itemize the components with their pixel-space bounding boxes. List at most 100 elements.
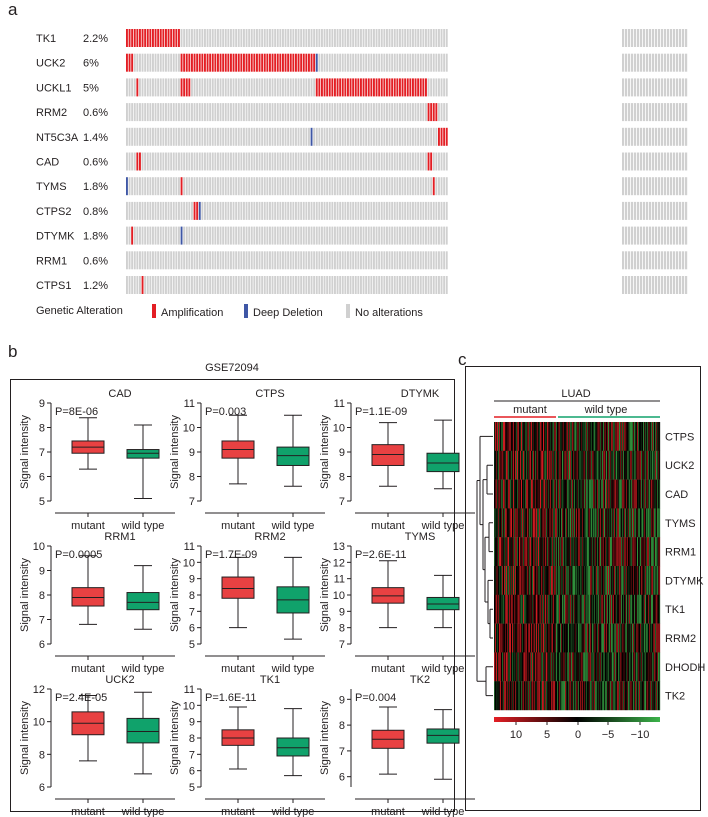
heat-cell [519,652,521,682]
heat-cell [617,652,619,682]
heat-cell [513,566,515,595]
heat-cell [539,508,541,538]
heat-cell [502,537,504,567]
oncoprint-cell [404,78,407,97]
heat-cell [504,422,506,451]
heat-cell [551,623,553,653]
oncoprint-cell [131,53,134,72]
oncoprint-cell [628,53,631,72]
oncoprint-cell [321,152,323,171]
heat-cell [508,566,510,595]
heat-cell [624,566,626,595]
heat-cell [538,652,540,682]
heat-cell [560,566,562,595]
heat-cell [615,594,617,624]
oncoprint-cell [219,29,222,47]
oncoprint-cell [339,29,342,47]
heat-cell [532,450,534,480]
heat-cell [625,508,627,538]
oncoprint-cell [419,226,422,245]
heat-cell [500,623,502,653]
heat-cell [586,681,588,711]
oncoprint-cell [279,127,282,146]
oncoprint-cell [222,276,225,294]
heat-cell [553,508,555,538]
oncoprint-cell [655,226,658,245]
heat-cell [576,508,578,538]
oncoprint-cell [331,53,334,72]
oncoprint-cell [256,276,258,294]
heat-cell [577,537,579,567]
oncoprint-cell [172,276,175,294]
heat-cell [538,623,540,653]
oncoprint-cell [365,103,368,122]
oncoprint-cell [157,53,160,72]
heat-cell [520,508,522,538]
heat-cell [548,479,550,509]
oncoprint-cell [276,251,279,270]
heat-cell [569,566,571,595]
heat-cell [546,479,548,509]
oncoprint-cell [188,201,191,220]
heat-cell [582,508,584,538]
heat-cell [536,508,538,538]
oncoprint-cell [175,103,178,122]
heat-cell [650,422,652,451]
heat-cell [534,681,536,711]
heat-cell [593,652,595,682]
oncoprint-cell [417,127,420,146]
oncoprint-cell [430,127,433,146]
heat-cell [578,681,580,711]
heat-cell [617,508,619,538]
y-tick-label: 6 [189,623,195,635]
oncoprint-cell [232,127,235,146]
oncoprint-cell [347,276,349,294]
heat-cell [556,681,558,711]
heat-cell [587,537,589,567]
heat-cell [544,652,546,682]
oncoprint-cell [628,251,631,270]
heat-cell [523,594,525,624]
oncoprint-cell [393,251,396,270]
oncoprint-cell [253,276,256,294]
oncoprint-cell [386,276,388,294]
oncoprint-cell [344,53,347,72]
oncoprint-cell [269,53,271,72]
heat-cell [523,623,525,653]
heat-cell [577,508,579,538]
heat-cell [503,479,505,509]
oncoprint-cell [295,201,297,220]
oncoprint-cell [318,152,321,171]
heat-cell [550,681,552,711]
oncoprint-cell [391,251,394,270]
oncoprint-cell [310,201,313,220]
oncoprint-cell [625,251,628,270]
heat-cell [581,623,583,653]
heat-cell [644,566,646,595]
heat-cell [575,450,577,480]
oncoprint-cell [209,276,212,294]
oncoprint-cell [302,177,305,196]
oncoprint-cell [321,29,323,47]
oncoprint-cell [250,226,253,245]
oncoprint-cell [157,177,160,196]
oncoprint-cell [149,251,152,270]
oncoprint-cell [232,226,235,245]
heat-cell [545,450,547,480]
heat-cell [534,566,536,595]
heat-cell [537,422,539,451]
oncoprint-cell [206,127,209,146]
oncoprint-cell [256,201,258,220]
oncoprint-cell [222,201,225,220]
oncoprint-cell [141,152,144,171]
oncoprint-cell [269,127,271,146]
heat-cell [524,537,526,567]
oncoprint-cell [427,127,430,146]
heat-cell [522,652,524,682]
oncoprint-cell [274,201,277,220]
oncoprint-cell [250,276,253,294]
oncoprint-cell [175,29,178,47]
heat-cell [594,508,596,538]
oncoprint-cell [235,152,238,171]
oncoprint-cell [154,53,157,72]
